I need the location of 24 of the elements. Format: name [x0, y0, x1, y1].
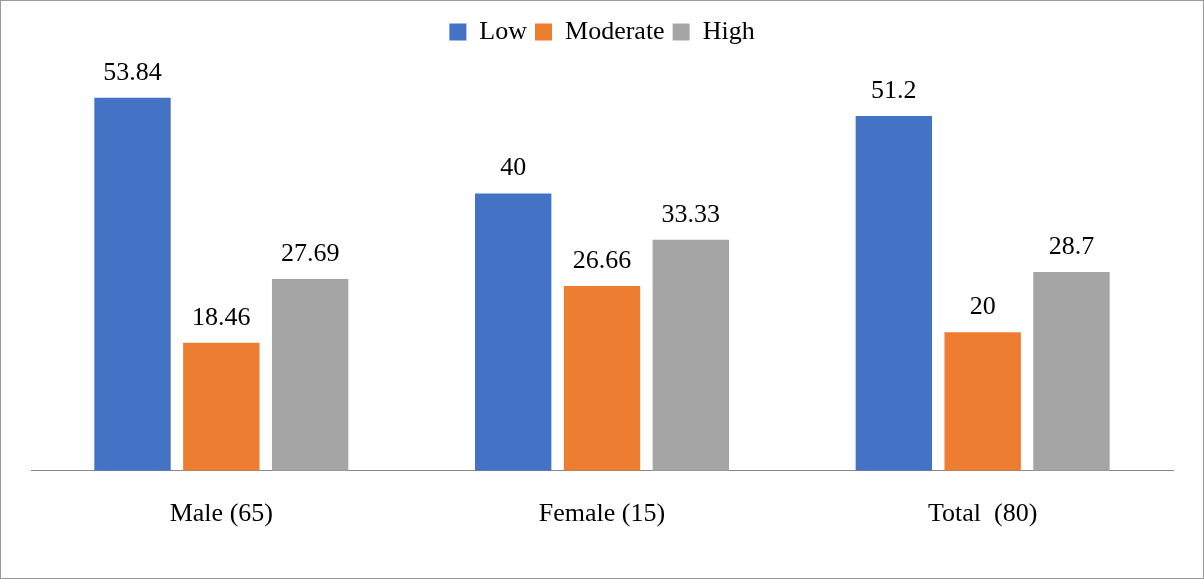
legend-label: High — [702, 15, 755, 45]
bar — [855, 115, 933, 471]
bar — [94, 97, 171, 471]
x-tick-label: Male (65) — [169, 498, 273, 528]
bar — [1033, 271, 1110, 471]
data-label: 40 — [500, 152, 527, 182]
data-label: 20 — [969, 291, 996, 321]
data-label: 18.46 — [192, 301, 251, 331]
data-label: 26.66 — [572, 244, 632, 274]
data-label: 51.2 — [871, 74, 917, 104]
bar — [652, 239, 730, 471]
data-label: 27.69 — [280, 237, 340, 267]
data-label: 53.84 — [103, 56, 162, 86]
x-tick-label: Total (80) — [927, 498, 1038, 528]
bar — [474, 193, 552, 471]
x-tick-label: Female (15) — [538, 498, 666, 528]
bar — [563, 286, 641, 471]
bar — [183, 342, 260, 471]
legend-label: Moderate — [565, 15, 665, 45]
bar — [944, 332, 1021, 471]
data-label: 28.7 — [1048, 230, 1095, 260]
legend-label: Low — [479, 15, 528, 45]
bar — [271, 278, 349, 471]
data-label: 33.33 — [661, 198, 721, 228]
